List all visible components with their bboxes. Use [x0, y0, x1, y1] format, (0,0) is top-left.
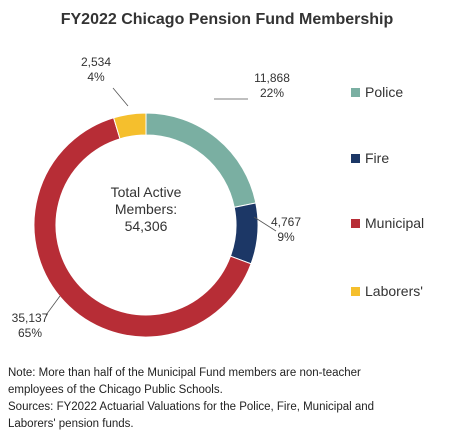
legend-swatch — [351, 286, 360, 296]
legend-label: Fire — [365, 150, 390, 166]
legend-item: Fire — [351, 150, 389, 166]
slice-percent-label: 65% — [18, 326, 42, 340]
legend-item: Laborers' — [351, 283, 423, 299]
footnote-line: employees of the Chicago Public Schools. — [8, 384, 223, 396]
leader-line — [45, 295, 61, 316]
legend-label: Municipal — [365, 215, 425, 231]
slice-laborers — [113, 112, 147, 140]
legend-swatch — [351, 87, 360, 97]
footnote: Note: More than half of the Municipal Fu… — [8, 365, 448, 433]
slice-municipal — [33, 117, 252, 338]
slice-percent-label: 4% — [87, 70, 105, 84]
legend-swatch — [351, 153, 360, 163]
legend-swatch — [351, 218, 360, 228]
slice-value-label: 2,534 — [81, 55, 111, 69]
slice-percent-label: 22% — [260, 86, 284, 100]
slice-fire — [229, 202, 259, 265]
footnote-line: Note: More than half of the Municipal Fu… — [8, 367, 361, 379]
slice-value-label: 35,137 — [12, 311, 49, 325]
legend-item: Police — [351, 84, 403, 100]
chart-title: FY2022 Chicago Pension Fund Membership — [60, 11, 394, 28]
center-label-line: Members: — [115, 201, 177, 217]
footnote-line: Sources: FY2022 Actuarial Valuations for… — [8, 401, 375, 413]
center-label-line: Total Active — [111, 184, 182, 200]
leader-line — [112, 87, 129, 107]
legend-item: Municipal — [351, 215, 424, 231]
legend-label: Police — [365, 84, 404, 100]
center-label-line: 54,306 — [125, 218, 168, 234]
footnote-line: Laborers' pension funds. — [8, 418, 134, 430]
slice-value-label: 4,767 — [271, 215, 301, 229]
slice-percent-label: 9% — [277, 230, 295, 244]
slice-value-label: 11,868 — [254, 71, 290, 85]
leader-line — [253, 216, 277, 232]
legend-label: Laborers' — [365, 283, 423, 299]
